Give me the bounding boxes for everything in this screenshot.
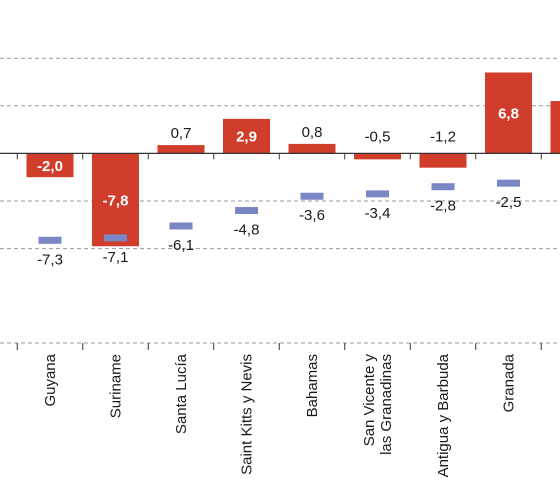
marker — [497, 179, 520, 187]
bar-value-label: -0,5 — [365, 128, 391, 145]
category-label: Santa Lucía — [173, 353, 190, 434]
bar-value-label: -7,8 — [103, 192, 129, 209]
marker — [431, 183, 455, 191]
bar-value-label: 6,8 — [498, 105, 519, 122]
marker — [104, 234, 127, 242]
bar-value-label: 0,8 — [302, 124, 323, 141]
marker — [169, 222, 193, 230]
bar — [288, 143, 336, 154]
category-label: Antigua y Barbuda — [435, 353, 452, 477]
category-label: Guyana — [42, 353, 59, 406]
marker-value-label: -7,1 — [103, 249, 129, 266]
bar — [92, 153, 139, 247]
marker — [300, 192, 324, 200]
category-label: Saint Kitts y Nevis — [239, 354, 256, 475]
marker — [235, 207, 258, 215]
marker-value-label: -2,5 — [496, 194, 522, 211]
marker-value-label: -2,8 — [430, 198, 456, 215]
marker-value-label: -3,6 — [299, 207, 325, 224]
bar — [354, 153, 401, 160]
category-label: Granada — [501, 353, 518, 412]
marker — [38, 236, 62, 244]
bar — [26, 153, 74, 178]
marker — [366, 190, 389, 198]
bar-value-label: -1,2 — [430, 128, 456, 145]
category-label: Suriname — [108, 354, 125, 418]
bar-value-label: 0,7 — [171, 125, 192, 142]
category-label: San Vicente y — [361, 354, 378, 447]
marker-value-label: -6,1 — [168, 237, 194, 254]
category-label: Bahamas — [304, 354, 321, 417]
bar — [550, 101, 560, 154]
bar — [485, 72, 532, 154]
bar-value-label: -2,0 — [37, 158, 63, 175]
bar — [157, 145, 205, 154]
marker-value-label: -4,8 — [234, 222, 260, 239]
marker-value-label: -7,3 — [37, 251, 63, 268]
bar-value-label: 2,9 — [236, 129, 257, 146]
marker-value-label: -3,4 — [365, 205, 391, 222]
bar — [419, 153, 467, 168]
category-label: las Granadinas — [378, 354, 395, 455]
bar — [223, 118, 270, 154]
